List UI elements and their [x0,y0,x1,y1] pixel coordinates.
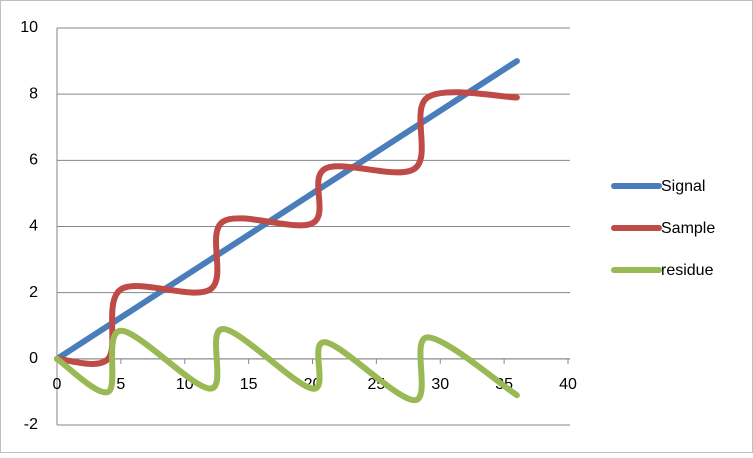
legend-label: Sample [661,220,715,237]
y-tick-label: 0 [29,350,38,367]
series-line [54,89,520,367]
x-tick-label: 15 [240,376,258,393]
legend-label: residue [661,262,714,279]
y-tick-label: 6 [29,152,38,169]
y-tick-label: 2 [29,284,38,301]
x-tick-label: 30 [431,376,449,393]
series-line [54,326,520,404]
y-tick-label: 10 [20,19,38,36]
y-tick-label: 4 [29,218,38,235]
y-tick-label: -2 [24,416,38,433]
x-tick-label: 0 [53,376,62,393]
y-tick-label: 8 [29,85,38,102]
legend-label: Signal [661,178,705,195]
x-tick-label: 5 [116,376,125,393]
x-tick-label: 40 [559,376,577,393]
